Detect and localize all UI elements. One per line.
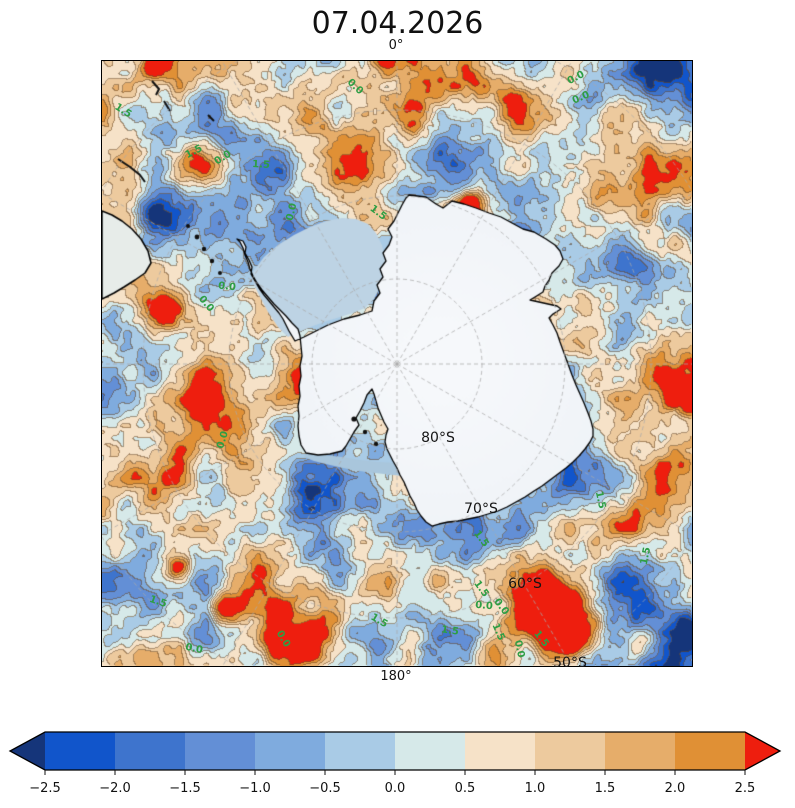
colorbar-segment [185, 732, 256, 770]
latitude-label: 80°S [421, 430, 455, 446]
colorbar-tick-label: −1.0 [239, 781, 271, 796]
colorbar-segment [115, 732, 186, 770]
colorbar-under-arrow [10, 732, 45, 770]
contour-label: 1.5 [251, 159, 271, 171]
colorbar-tick-label: −0.5 [309, 781, 341, 796]
figure-title: 07.04.2026 [311, 6, 484, 41]
contour-label: 0.0 [490, 596, 511, 617]
contour-label: 0.0 [273, 628, 292, 650]
contour-label: 1.5 [368, 611, 390, 631]
colorbar-tick-label: −2.0 [99, 781, 131, 796]
contour-label: 1.5 [471, 578, 491, 600]
colorbar-tick-label: 1.0 [525, 781, 546, 796]
contour-label: 1.5 [112, 101, 133, 121]
contour-label: 0.0 [184, 641, 204, 656]
colorbar-svg: −2.5 −2.0 −1.5 −1.0 −0.5 0.0 0.5 1.0 1.5 2.0 2.5 [8, 731, 782, 796]
colorbar-segment [465, 732, 536, 770]
colorbar-tick-label: 1.5 [595, 781, 616, 796]
contour-label: 1.5 [440, 624, 460, 638]
meridian-label-0: 0° [388, 38, 404, 53]
map-label-overlay: 80°S 70°S 60°S 50°S 1.5 1.5 1.5 0.0 0.0 0.0 1.5 1.5… [102, 61, 692, 671]
colorbar-tick-label: −2.5 [29, 781, 61, 796]
contour-label: 0.0 [215, 429, 231, 450]
colorbar-tick-label: −1.5 [169, 781, 201, 796]
map-panel: 80°S 70°S 60°S 50°S 1.5 1.5 1.5 0.0 0.0 0.0 1.5 1.5… [101, 60, 693, 671]
contour-label: 1.5 [183, 142, 205, 161]
contour-label: 0.0 [570, 89, 592, 107]
colorbar-segment [605, 732, 676, 770]
contour-label: 1.5 [147, 593, 169, 610]
colorbar-tick-label: 0.0 [385, 781, 406, 796]
contour-label: 0.0 [344, 76, 366, 97]
colorbar-segment [45, 732, 116, 770]
anomaly-map-canvas [102, 61, 692, 666]
colorbar-segment [675, 732, 746, 770]
colorbar-segment [325, 732, 396, 770]
latitude-label: 50°S [553, 655, 587, 671]
contour-label: 1.5 [592, 489, 608, 510]
colorbar-segment [535, 732, 606, 770]
colorbar-segment [255, 732, 326, 770]
colorbar-tick-label: 2.5 [735, 781, 756, 796]
contour-label: 0.0 [474, 599, 494, 613]
contour-label: 0.0 [511, 639, 527, 659]
contour-label: 0.0 [217, 280, 237, 294]
colorbar-segment [395, 732, 466, 770]
latitude-label: 70°S [464, 501, 498, 517]
contour-label: 0.0 [196, 293, 217, 314]
contour-label: 1.5 [471, 529, 492, 550]
contour-label: 0.0 [565, 69, 587, 88]
contour-label: 1.5 [367, 203, 389, 224]
contour-label: 1.5 [530, 628, 551, 650]
contour-label: 0.0 [284, 201, 300, 222]
meridian-label-180: 180° [380, 669, 412, 684]
colorbar-tick-label: 2.0 [665, 781, 686, 796]
contour-label: 1.5 [638, 546, 654, 566]
latitude-label: 60°S [508, 576, 542, 592]
contour-label: 0.0 [212, 148, 234, 168]
colorbar-over-arrow [745, 732, 780, 770]
colorbar-tick-label: 0.5 [455, 781, 476, 796]
colorbar: −2.5 −2.0 −1.5 −1.0 −0.5 0.0 0.5 1.0 1.5 2.0 2.5 [0, 724, 795, 804]
contour-label: 1.5 [489, 622, 507, 643]
